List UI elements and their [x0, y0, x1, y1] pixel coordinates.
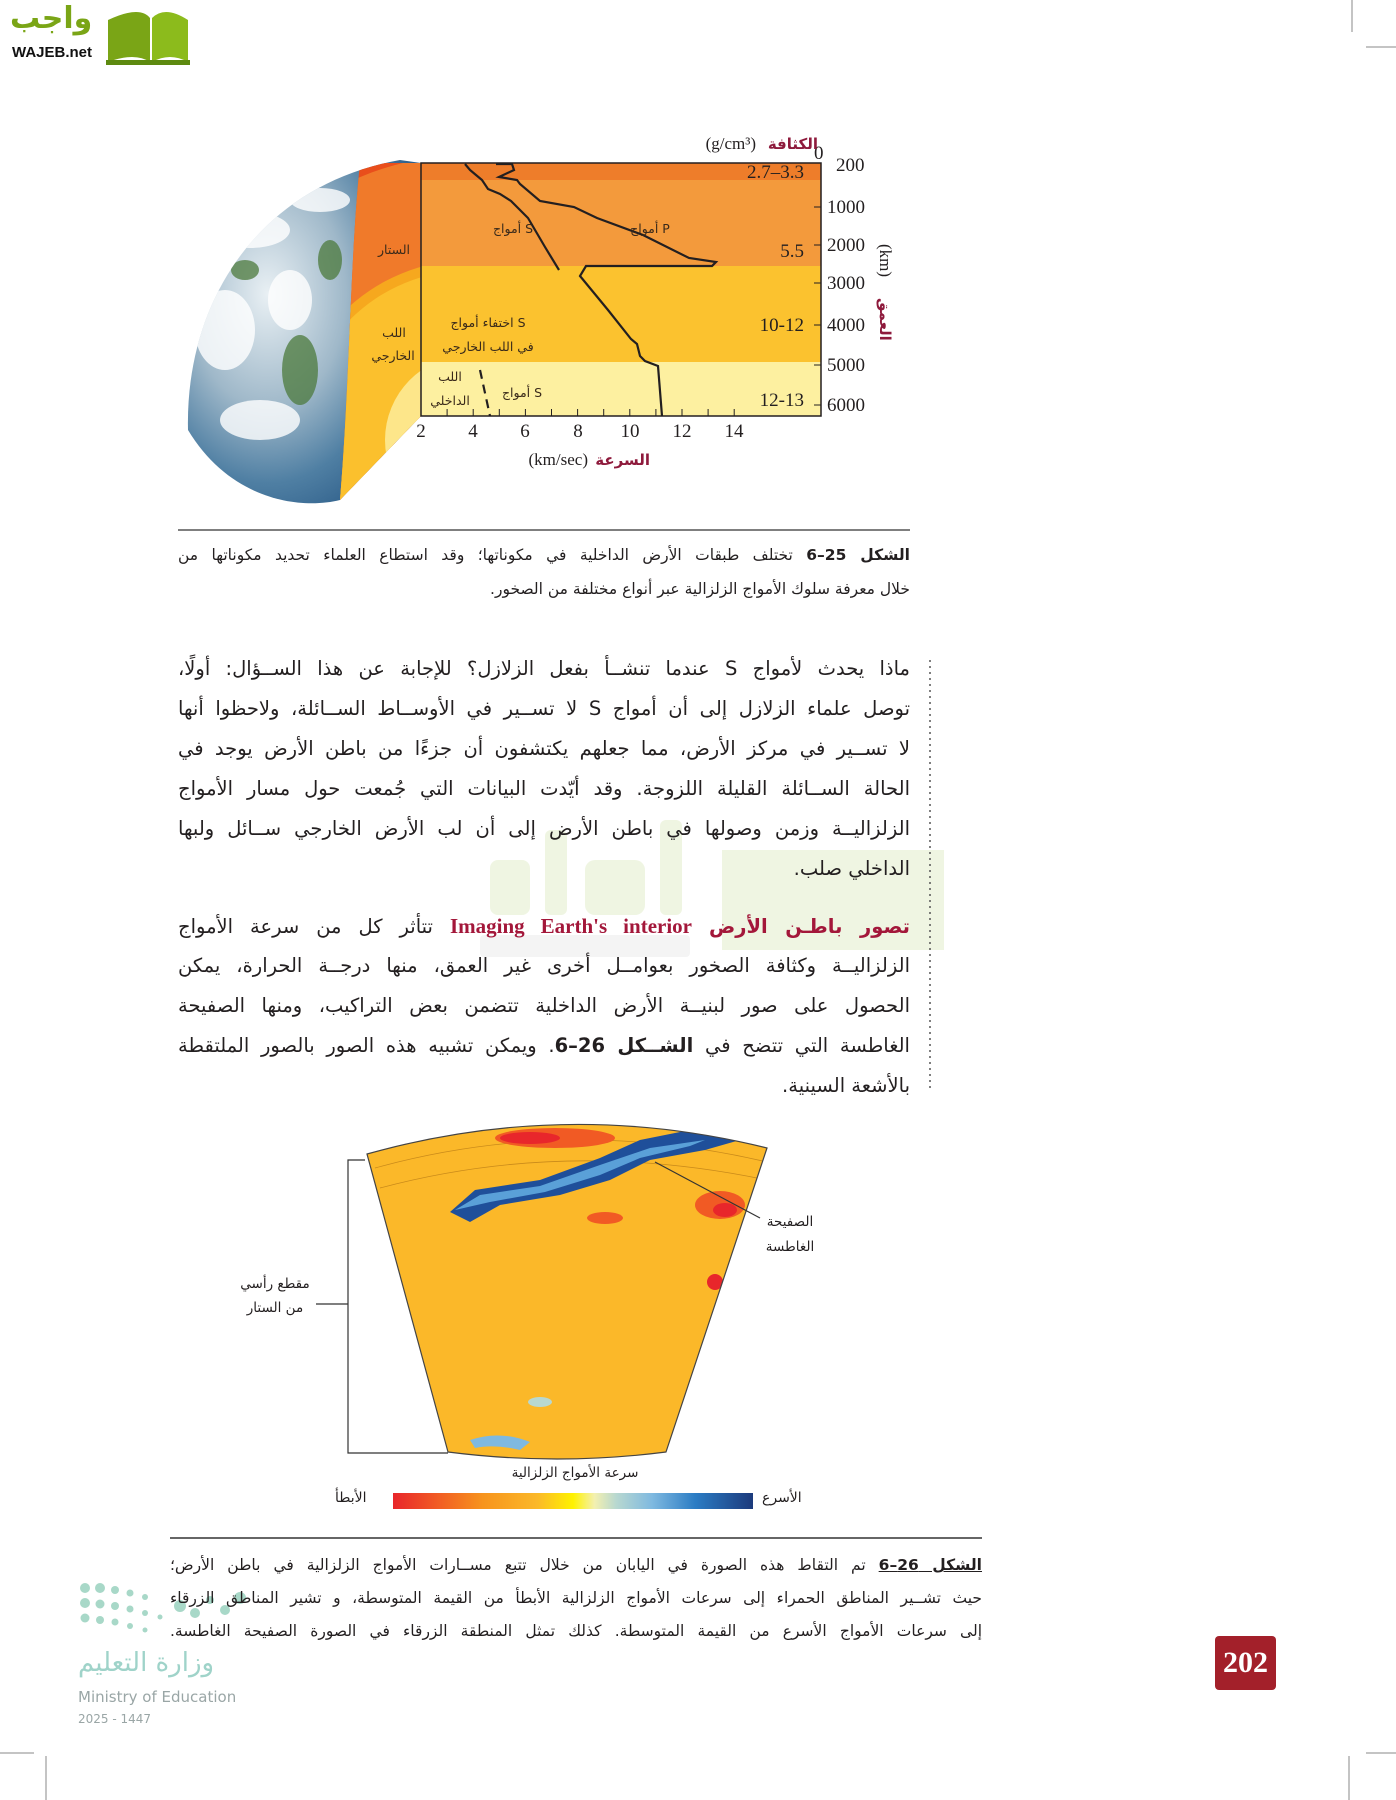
depth-tick: 200 [836, 155, 865, 176]
caption-line: حيث تشــير المناطق الحمراء إلى سرعات الأ… [170, 1589, 982, 1607]
ministry-year: 2025 - 1447 [78, 1712, 152, 1726]
p-wave-curve [495, 162, 719, 417]
section-label-line: مقطع رأسي [240, 1276, 310, 1292]
mantle-tomography-section [366, 1123, 768, 1460]
ministry-name-english: Ministry of Education [78, 1688, 237, 1706]
caption-line: الشكل 25–6 تختلف طبقات الأرض الداخلية في… [178, 538, 910, 572]
depth-tick: 2000 [827, 235, 865, 256]
depth-tick: 0 [814, 143, 824, 164]
paragraph-line: توصل علماء الزلازل إلى أن أمواج S لا تسـ… [178, 697, 911, 720]
figure-number: الشكل 25–6 [806, 546, 910, 564]
speed-tick: 10 [621, 421, 640, 442]
s-vanish-label: اختفاء أمواج S [450, 314, 525, 331]
section-label-line: من الستار [246, 1300, 304, 1316]
paragraph-line: ماذا يحدث لأمواج S عندما تنشــأ بفعل الز… [178, 657, 910, 680]
page-number: 202 [1215, 1636, 1276, 1690]
depth-chart [420, 162, 822, 417]
wajeb-book-icon [106, 11, 190, 65]
section-heading-english: Imaging Earth's interior [449, 914, 692, 938]
s-wave-curve [464, 163, 560, 271]
depth-tick: 6000 [827, 395, 865, 416]
speed-tick: 8 [573, 421, 583, 442]
s-waves-label: أمواج S [493, 220, 533, 237]
mantle-label: الستار [377, 242, 410, 258]
caption-text: تختلف طبقات الأرض الداخلية في مكوناتها؛ … [178, 546, 793, 564]
caption-line: إلى سرعات الأمواج الأسرع من القيمة المتو… [170, 1622, 982, 1640]
section-bracket [316, 1159, 448, 1454]
paragraph-line: الحصول على صور لبنيــة الأرض الداخلية تت… [178, 994, 910, 1017]
wajeb-watermark-logo [480, 820, 944, 957]
paragraph-line: الغاطسة التي تتضح في الشــكل 26–6. ويمكن… [178, 1026, 910, 1066]
paragraph-line: الحالة الســائلة القليلة اللزوجة. وقد أي… [178, 777, 910, 800]
inner-core-dashed-line [478, 369, 492, 417]
speed-unit: (km/sec) [529, 450, 588, 469]
inner-core-label: اللب [438, 369, 462, 384]
paragraph-line: لا تســير في مركز الأرض، مما جعلهم يكتشف… [178, 737, 910, 760]
density-value: 12-13 [760, 390, 804, 411]
wajeb-logo-arabic: واجب [10, 1, 93, 36]
density-value: 10-12 [760, 315, 804, 336]
inner-core-label: الداخلي [430, 393, 470, 408]
caption-text: تم التقاط هذه الصورة في اليابان من خلال … [170, 1556, 866, 1574]
depth-title: العمق [876, 298, 894, 341]
depth-tick: 5000 [827, 355, 865, 376]
figure-reference: الشــكل 26–6 [554, 1034, 694, 1057]
section-heading-arabic: تصور باطـن الأرض [708, 915, 910, 938]
depth-tick: 3000 [827, 273, 865, 294]
speed-tick: 14 [725, 421, 745, 442]
paragraph-line: تصور باطـن الأرض Imaging Earth's interio… [178, 906, 910, 946]
figure-number: الشكل 26–6 [878, 1556, 982, 1574]
depth-tick: 1000 [827, 197, 865, 218]
crust-band [421, 163, 821, 180]
density-value: 5.5 [780, 241, 804, 262]
s-vanish-label: في اللب الخارجي [442, 339, 533, 355]
slab-label: الصفيحة الغاطسة [755, 1210, 825, 1260]
slab-label-line: الغاطسة [765, 1239, 815, 1255]
paragraph-line: الداخلي صلب. [793, 857, 910, 880]
wajeb-logo-latin: WAJEB.net [12, 44, 93, 61]
density-unit: (g/cm³) [706, 134, 756, 153]
speed-tick: 4 [468, 421, 478, 442]
velocity-color-scale [393, 1493, 753, 1509]
paragraph-text: تتأثر كل من سرعة الأمواج [178, 915, 433, 938]
paragraph-text: . ويمكن تشبيه هذه الصور بالصور الملتقطة [178, 1034, 555, 1057]
slab-label-line: الصفيحة [766, 1214, 814, 1230]
outer-core-label: الخارجي [371, 348, 414, 364]
density-value: 2.7–3.3 [747, 162, 804, 183]
depth-tick: 4000 [827, 315, 865, 336]
scale-slow-label: الأبطأ [335, 1490, 367, 1506]
caption-line: خلال معرفة سلوك الأمواج الزلزالية عبر أن… [490, 580, 910, 598]
caption-line: الشكل 26–6 تم التقاط هذه الصورة في الياب… [170, 1548, 982, 1582]
outer-core-label: اللب [382, 325, 406, 340]
section-label: مقطع رأسي من الستار [236, 1272, 314, 1320]
speed-title: السرعة [595, 451, 650, 469]
outer-core-band [421, 266, 821, 362]
scale-fast-label: الأسرع [762, 1490, 802, 1506]
paragraph-line: الزلزاليــة وزمن وصولها في باطن الأرض إل… [178, 817, 910, 840]
p-waves-label: أمواج P [630, 220, 670, 237]
speed-tick: 2 [416, 421, 426, 442]
ministry-name-arabic: وزارة التعليم [78, 1648, 215, 1678]
depth-unit: (km) [876, 244, 895, 277]
paragraph-text: الغاطسة التي تتضح في [704, 1034, 910, 1057]
paragraph-line: بالأشعة السينية. [782, 1074, 910, 1097]
mantle-band [421, 180, 821, 266]
s-waves-inner-label: أمواج S [502, 384, 542, 401]
speed-tick: 12 [673, 421, 692, 442]
scale-title: سرعة الأمواج الزلزالية [511, 1465, 639, 1481]
paragraph-line: الزلزاليــة وكثافة الصخور بعوامــل أخرى … [178, 954, 910, 977]
ministry-logo-dots [80, 1583, 246, 1633]
speed-tick: 6 [520, 421, 530, 442]
slab-leader-line [654, 1161, 761, 1219]
density-title: الكثافة [768, 135, 818, 153]
